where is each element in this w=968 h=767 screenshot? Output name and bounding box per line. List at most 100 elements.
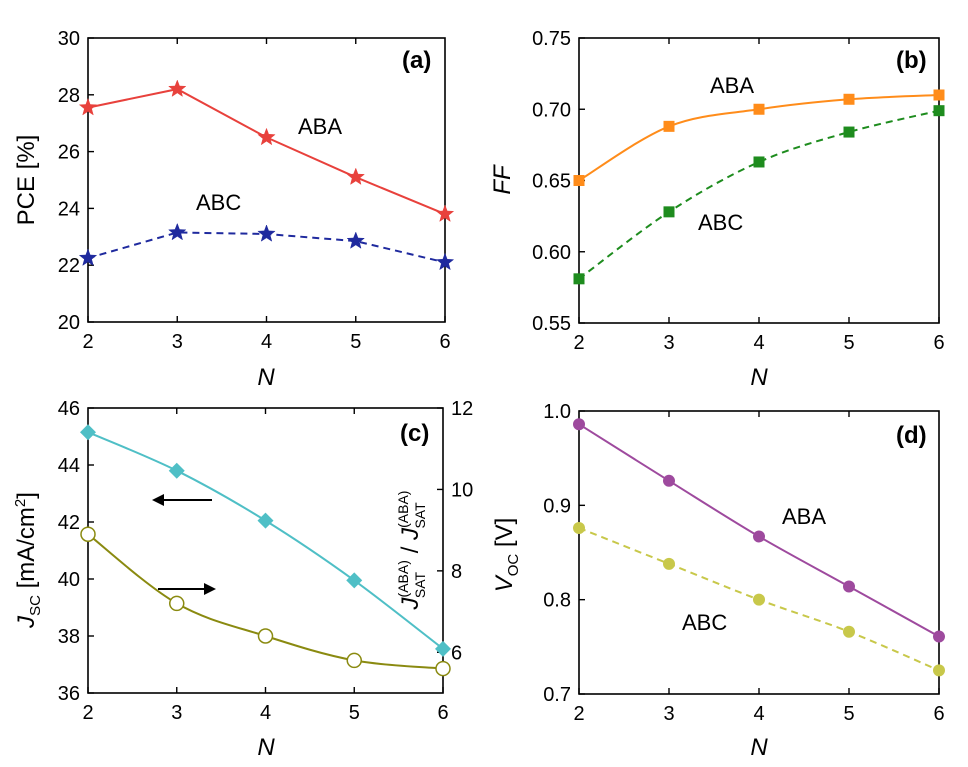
panel-a-point-aba xyxy=(168,79,187,97)
panel-b-x-ticks: 2 3 4 5 6 xyxy=(573,38,945,354)
jsc-symbol: J xyxy=(13,615,40,629)
panel-a-annotation-abc: ABC xyxy=(196,190,241,215)
panel-d-x-tick-label: 4 xyxy=(753,703,764,725)
jsc-units-exponent: 2 xyxy=(12,499,29,507)
panel-c-left-y-tick-label: 46 xyxy=(58,398,80,420)
panel-b-point-abc xyxy=(573,273,585,285)
arrow-left-axis xyxy=(152,494,212,506)
panel-d-point-aba xyxy=(573,418,585,431)
panel-b-series xyxy=(573,89,945,285)
panel-c-y-label-left: JSC [mA/cm2] xyxy=(12,492,44,629)
panel-b-point-abc xyxy=(843,126,855,138)
panel-c-point-jsc xyxy=(168,462,185,479)
panel-d-frame xyxy=(578,410,940,695)
panel-d-point-aba xyxy=(843,580,855,593)
panel-b-y-ticks: 0.55 0.60 0.65 0.70 0.75 xyxy=(532,28,585,335)
panel-a-y-tick-label: 28 xyxy=(58,85,80,107)
panel-b-y-tick-label: 0.75 xyxy=(532,28,571,50)
panel-b-point-aba xyxy=(933,89,945,101)
panel-b-y-tick-label: 0.55 xyxy=(532,313,571,335)
panel-a-x-tick-label: 5 xyxy=(350,331,361,353)
panel-a-point-abc xyxy=(168,222,187,241)
panel-c-right-y-tick-label: 8 xyxy=(451,561,462,583)
panel-d-x-label: N xyxy=(750,734,768,761)
panel-c-right-y-tick-label: 6 xyxy=(451,642,462,664)
panel-d-point-abc xyxy=(843,625,855,638)
jsat-sup-2: (ABA) xyxy=(395,491,411,528)
jsat-sup-1: (ABA) xyxy=(395,560,411,597)
jsat-sub-1: SAT xyxy=(412,571,428,598)
panel-a-x-tick-label: 6 xyxy=(439,331,450,353)
panel-c-point-jsc xyxy=(80,424,96,441)
jsc-units: [mA/cm xyxy=(13,507,40,595)
panel-a-point-aba xyxy=(346,167,365,185)
panel-b-annotation-abc: ABC xyxy=(698,210,743,235)
panel-b-label: (b) xyxy=(896,47,927,74)
panel-c-x-tick-label: 2 xyxy=(82,702,93,724)
panel-c-series xyxy=(80,424,451,677)
panel-c-left-y-tick-label: 36 xyxy=(58,683,80,705)
panel-c-right-y-tick-label: 10 xyxy=(451,479,473,501)
panel-a-point-aba xyxy=(78,97,98,116)
panel-b-line-abc xyxy=(578,109,940,280)
panel-d: 2 3 4 5 6 0.7 0.8 0.9 1.0 VOC [V] N (d) ABA ABC xyxy=(491,401,945,761)
panel-b-x-tick-label: 3 xyxy=(663,332,674,354)
panel-a-x-label: N xyxy=(257,364,275,391)
panel-c-right-y-tick-label: 12 xyxy=(451,398,473,420)
panel-b-point-abc xyxy=(753,156,765,168)
jsat-slash: / xyxy=(397,540,424,560)
jsat-symbol-1: J xyxy=(397,596,424,610)
panel-b-y-label: FF xyxy=(489,164,516,195)
panel-b-x-tick-label: 2 xyxy=(573,332,584,354)
panel-d-x-ticks: 2 3 4 5 6 xyxy=(573,411,945,725)
panel-d-y-tick-label: 1.0 xyxy=(543,401,571,423)
panel-c-point-jsat-ratio xyxy=(435,660,451,677)
panel-b-point-aba xyxy=(663,120,675,132)
voc-subscript: OC xyxy=(505,554,522,577)
panel-a-y-tick-label: 30 xyxy=(58,28,80,50)
panel-d-annotation-abc: ABC xyxy=(682,610,727,635)
panel-d-x-tick-label: 3 xyxy=(663,703,674,725)
panel-a-y-ticks: 20 22 24 26 28 30 xyxy=(58,28,94,334)
panel-a-line-aba xyxy=(87,88,446,216)
panel-c-label: (c) xyxy=(400,420,429,447)
panel-a-frame xyxy=(87,37,446,323)
voc-symbol: V xyxy=(491,574,518,592)
panel-d-x-tick-label: 2 xyxy=(573,703,584,725)
panel-d-y-tick-label: 0.9 xyxy=(543,495,571,517)
panel-c-x-tick-label: 4 xyxy=(260,702,271,724)
panel-d-point-abc xyxy=(933,664,945,677)
panel-d-point-abc xyxy=(663,557,675,570)
panel-b-frame xyxy=(578,37,940,324)
panel-c-y-label-right: J(ABA)SAT / J(ABA)SAT xyxy=(395,491,428,611)
panel-a-y-tick-label: 20 xyxy=(58,312,80,334)
panel-d-y-tick-label: 0.7 xyxy=(543,684,571,706)
jsc-units-close: ] xyxy=(13,492,40,499)
panel-d-point-aba xyxy=(663,474,675,487)
panel-b-point-aba xyxy=(843,93,855,105)
panel-b-point-abc xyxy=(663,206,675,218)
panel-c-x-tick-label: 3 xyxy=(171,702,182,724)
panel-a-point-aba xyxy=(435,204,455,222)
panel-a-x-ticks: 2 3 4 5 6 xyxy=(82,38,451,353)
panel-c-line-jsc xyxy=(87,431,444,650)
panel-b-x-tick-label: 6 xyxy=(933,332,944,354)
panel-a-point-abc xyxy=(78,248,98,266)
arrow-right-axis xyxy=(158,583,216,595)
panel-c-point-jsat-ratio xyxy=(257,628,274,644)
panel-a-label: (a) xyxy=(402,47,431,74)
panel-d-x-tick-label: 6 xyxy=(933,703,944,725)
panel-c-x-ticks: 2 3 4 5 6 xyxy=(82,408,449,724)
panel-c-point-jsc xyxy=(346,572,363,589)
panel-a-x-tick-label: 4 xyxy=(261,331,272,353)
panel-d-series xyxy=(573,418,945,677)
panel-c-left-y-tick-label: 42 xyxy=(58,512,80,534)
panel-b-point-aba xyxy=(753,103,765,115)
panel-d-label: (d) xyxy=(896,422,927,449)
panel-b-point-abc xyxy=(933,105,945,117)
panel-c-x-tick-label: 5 xyxy=(349,702,360,724)
panel-c-x-tick-label: 6 xyxy=(437,702,448,724)
